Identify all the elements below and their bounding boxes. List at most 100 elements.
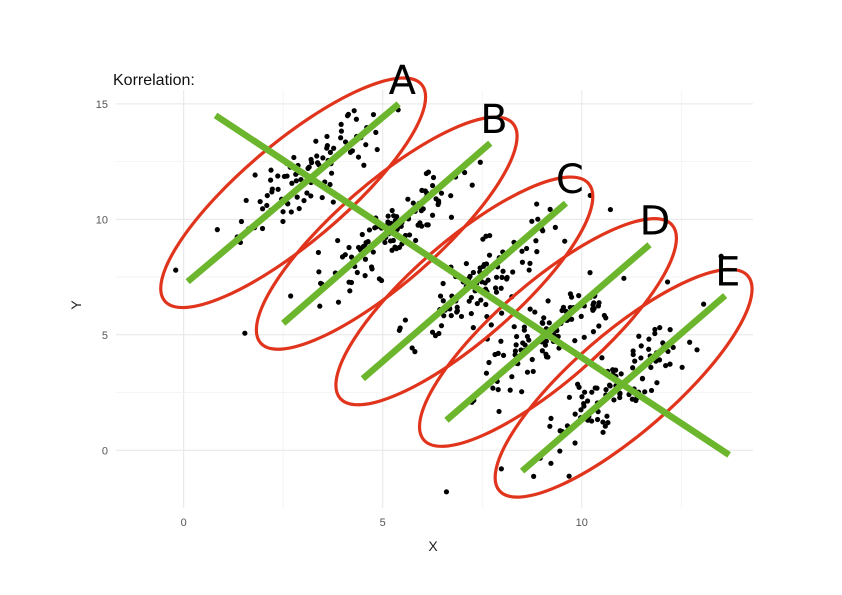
data-point [523,245,530,252]
data-point [576,293,582,299]
data-point [539,320,545,326]
data-point [327,149,333,155]
data-point [567,291,574,297]
data-point [335,299,342,305]
data-point [514,333,520,340]
data-point [351,108,357,114]
data-point [617,390,623,396]
data-point [527,306,533,312]
data-point [652,330,658,337]
chart-title: Korrelation: [113,72,195,89]
data-point [259,206,266,212]
data-point [214,227,220,233]
data-point [493,274,500,280]
data-point [338,135,344,141]
data-point [521,324,527,330]
data-point [664,279,671,285]
y-tick-label: 10 [96,214,108,226]
data-point [324,142,330,149]
data-point [463,260,469,267]
data-point [328,170,335,176]
data-point [670,344,676,351]
regression-lines [185,101,731,474]
data-point [293,178,299,184]
data-point [338,121,344,127]
data-point [291,154,297,161]
data-point [648,387,655,394]
data-point [578,407,584,413]
data-point [478,297,484,303]
data-point [448,214,455,220]
data-point [392,244,398,250]
data-point [636,333,642,339]
data-point [509,374,515,380]
data-point [413,237,419,244]
data-point [252,172,258,178]
data-point [440,280,446,287]
data-point [718,253,724,259]
data-point [519,248,525,254]
data-point [701,301,707,307]
x-tick-label: 10 [576,517,588,529]
data-point [362,273,368,279]
data-point [389,207,395,214]
data-point [496,408,502,415]
data-point [363,142,369,148]
data-point [267,177,274,183]
data-point [500,352,507,358]
data-point [483,370,490,376]
data-point [656,357,663,363]
data-point [687,339,693,345]
data-point [315,249,322,256]
data-point [259,225,266,232]
data-point [366,227,373,233]
data-point [458,313,465,320]
axis-ticks: 0 5 10 0 5 10 15 [96,99,588,529]
data-point [566,394,573,400]
data-point [533,238,539,244]
data-point [500,268,506,274]
data-point [173,267,179,273]
data-point [585,398,591,404]
data-point [441,313,447,319]
data-point [347,288,353,294]
data-point [548,415,554,422]
data-point [486,359,492,366]
data-point [507,387,513,393]
data-point [575,381,581,387]
data-point [490,385,496,391]
data-point [618,371,624,377]
data-point [316,269,322,275]
data-point [504,276,510,282]
data-point [594,416,601,423]
data-point [430,174,437,181]
data-point [462,169,468,176]
data-point [607,206,614,213]
data-point [402,317,408,323]
data-point [581,334,587,340]
data-point [572,338,578,344]
data-point [648,364,654,370]
data-point [498,466,504,472]
data-point [424,222,430,228]
data-point [512,348,518,354]
data-point [281,173,288,180]
data-point [405,196,411,202]
x-tick-label: 5 [380,517,386,529]
data-point [378,277,385,284]
data-point [526,337,532,343]
data-point [579,394,585,400]
data-point [374,146,380,153]
data-point [557,428,563,434]
data-point [289,180,295,186]
data-point [304,190,310,196]
data-point [385,213,391,219]
data-point [470,325,476,331]
data-point [519,259,526,265]
data-point [652,326,658,333]
within-group-line [281,140,493,326]
data-point [511,324,517,330]
data-point [529,356,535,363]
data-point [498,338,504,344]
data-point [369,266,375,272]
